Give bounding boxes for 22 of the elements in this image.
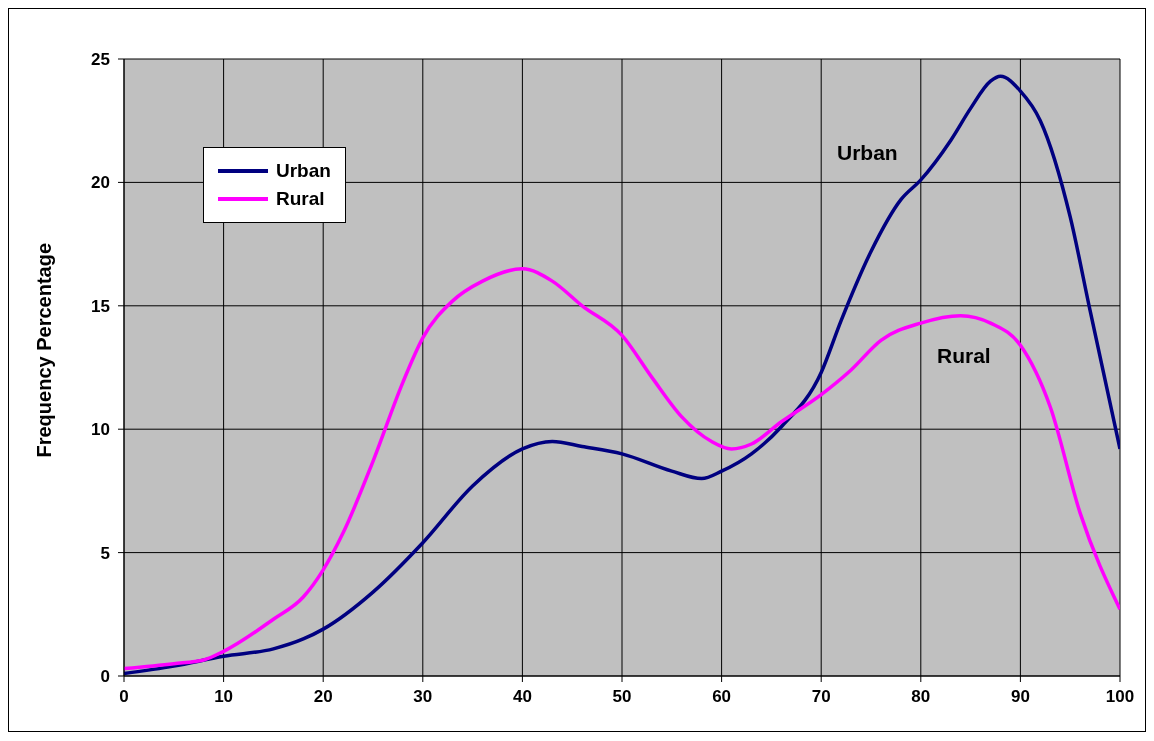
annotation: Rural	[937, 344, 991, 368]
x-tick-label: 0	[119, 687, 129, 707]
annotation: Urban	[837, 141, 898, 165]
x-tick-label: 100	[1105, 687, 1135, 707]
legend-label: Urban	[276, 160, 331, 182]
x-tick-label: 50	[612, 687, 632, 707]
x-tick-label: 20	[313, 687, 333, 707]
x-tick-label: 40	[512, 687, 532, 707]
x-tick-label: 90	[1010, 687, 1030, 707]
y-tick-label: 20	[91, 173, 110, 193]
x-tick-label: 80	[911, 687, 931, 707]
x-tick-label: 30	[413, 687, 433, 707]
x-tick-label: 60	[712, 687, 732, 707]
y-tick-label: 0	[100, 667, 110, 687]
y-tick-label: 5	[100, 543, 110, 563]
y-axis-title: Frequency Percentage	[33, 242, 56, 458]
legend-label: Rural	[276, 188, 325, 210]
y-tick-label: 15	[91, 296, 110, 316]
x-tick-label: 10	[214, 687, 234, 707]
y-tick-label: 10	[91, 420, 110, 440]
y-tick-label: 25	[91, 50, 110, 70]
x-tick-label: 70	[811, 687, 831, 707]
